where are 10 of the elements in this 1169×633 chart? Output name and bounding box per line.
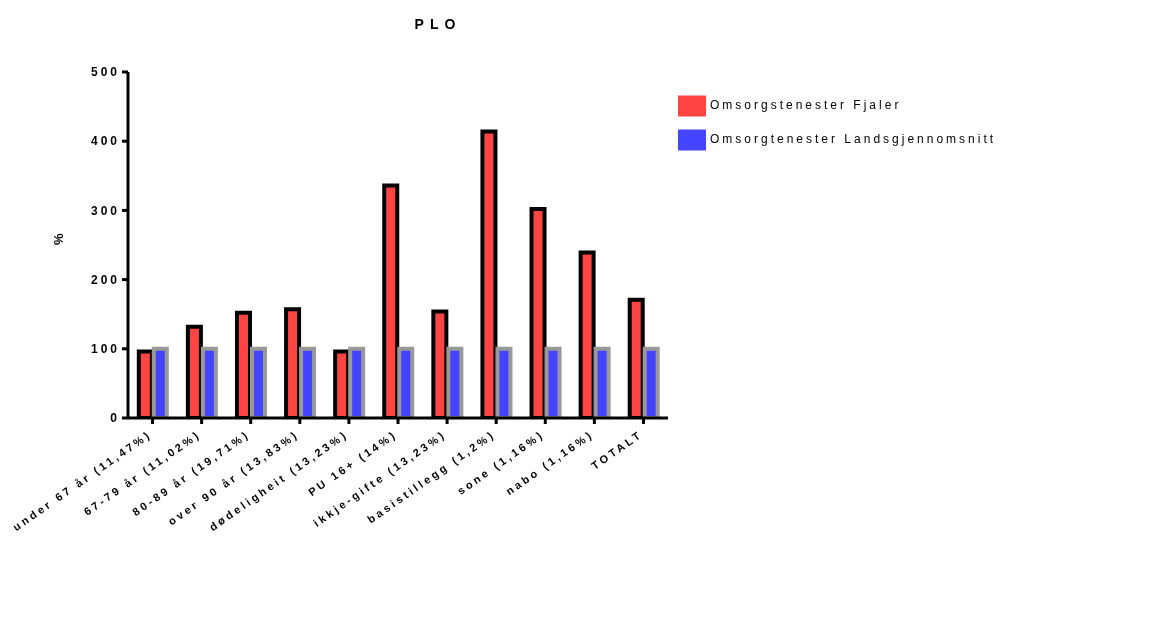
y-tick-label: 400	[90, 134, 120, 149]
chart-title: PLO	[413, 16, 463, 32]
y-axis-title: %	[50, 233, 66, 245]
y-tick-label: 0	[110, 411, 120, 426]
y-tick-label: 300	[90, 203, 120, 218]
legend-label: Omsorgtenester Landsgjennomsnitt	[710, 132, 997, 146]
y-tick-label: 500	[90, 65, 120, 80]
legend-label: Omsorgstenester Fjaler	[710, 98, 902, 112]
y-tick-label: 200	[90, 272, 120, 287]
y-tick-label: 100	[90, 342, 120, 357]
